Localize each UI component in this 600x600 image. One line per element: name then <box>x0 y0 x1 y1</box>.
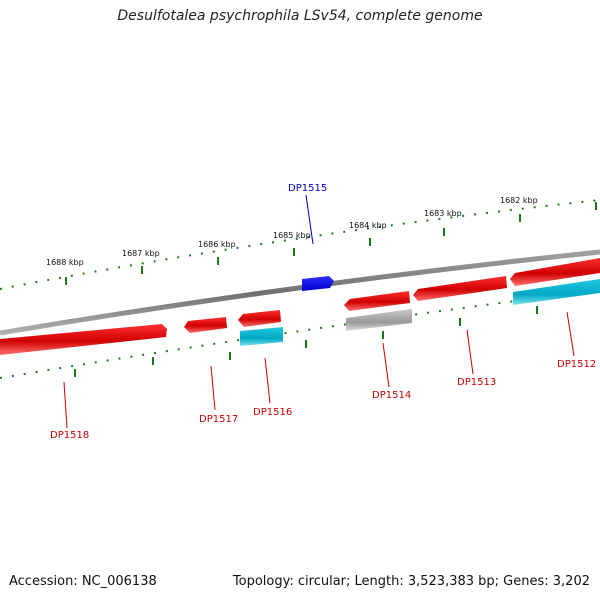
kbp-label: 1688 kbp <box>46 258 84 267</box>
label-leaders <box>63 194 575 429</box>
leader-dp1518 <box>63 381 68 429</box>
gene-label-dp1515[interactable]: DP1515 <box>288 183 327 194</box>
kbp-label: 1685 kbp <box>273 231 311 240</box>
gene-dp1516[interactable] <box>238 310 283 346</box>
gene-dp1517[interactable] <box>184 317 227 333</box>
gene-label-dp1512[interactable]: DP1512 <box>557 359 596 370</box>
leader-dp1513 <box>466 329 474 375</box>
page-title: Desulfotalea psychrophila LSv54, complet… <box>117 8 483 24</box>
kbp-label: 1686 kbp <box>198 240 236 249</box>
gene-dp1513[interactable] <box>413 276 507 301</box>
accession-label: Accession: NC_006138 <box>9 574 157 589</box>
inner-tick-track <box>0 289 600 379</box>
kbp-label: 1682 kbp <box>500 196 538 205</box>
kbp-label: 1684 kbp <box>349 221 387 230</box>
gene-dp1512[interactable] <box>510 258 600 305</box>
gene-label-dp1516[interactable]: DP1516 <box>253 407 292 418</box>
genome-backbone <box>0 249 600 336</box>
gene-label-dp1518[interactable]: DP1518 <box>50 430 89 441</box>
gene-dp1514[interactable] <box>344 291 412 331</box>
gene-label-dp1517[interactable]: DP1517 <box>199 414 238 425</box>
gene-dp1515[interactable] <box>302 276 334 291</box>
kbp-labels: 1688 kbp 1687 kbp 1686 kbp 1685 kbp 1684… <box>46 196 538 267</box>
leader-dp1514 <box>382 342 390 388</box>
leader-dp1516 <box>264 357 271 404</box>
kbp-label: 1683 kbp <box>424 209 462 218</box>
gene-dp1518[interactable] <box>0 324 167 355</box>
gene-label-dp1514[interactable]: DP1514 <box>372 390 411 401</box>
genome-summary: Topology: circular; Length: 3,523,383 bp… <box>232 574 590 589</box>
leader-dp1515 <box>305 194 314 245</box>
kbp-label: 1687 kbp <box>122 249 160 258</box>
gene-label-dp1513[interactable]: DP1513 <box>457 377 496 388</box>
leader-dp1517 <box>210 365 216 411</box>
leader-dp1512 <box>566 311 575 357</box>
outer-tick-track <box>0 199 600 290</box>
